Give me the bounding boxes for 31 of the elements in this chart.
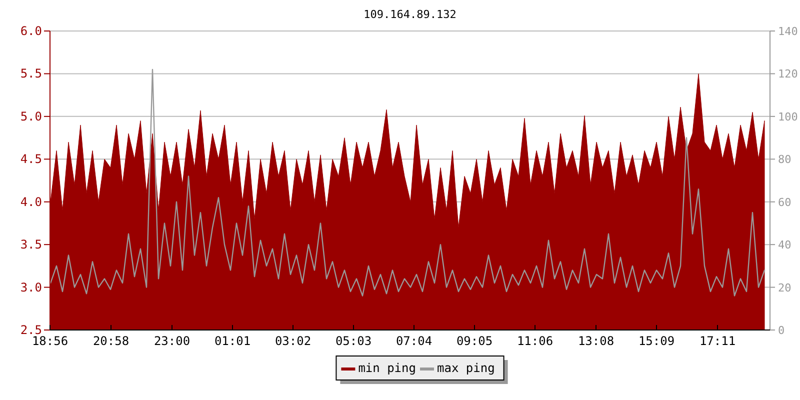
x-tick-label: 20:58 — [92, 334, 130, 348]
y2-tick-label: 80 — [778, 153, 792, 166]
chart-title: 109.164.89.132 — [364, 8, 456, 21]
legend-label: max ping — [437, 361, 495, 375]
y-tick-label: 5.5 — [20, 66, 42, 81]
x-tick-label: 09:05 — [456, 334, 493, 348]
x-tick-label: 03:02 — [274, 334, 312, 348]
y-tick-label: 6.0 — [20, 24, 42, 38]
y2-tick-label: 140 — [778, 25, 798, 38]
y-tick-label: 2.5 — [20, 323, 42, 337]
legend-label: min ping — [358, 361, 416, 375]
x-tick-label: 23:00 — [154, 334, 190, 348]
y2-tick-label: 0 — [778, 324, 785, 337]
y2-tick-label: 20 — [778, 281, 792, 294]
x-tick-label: 01:01 — [214, 334, 251, 348]
x-tick-label: 05:03 — [335, 334, 372, 348]
x-tick-label: 07:04 — [396, 334, 432, 348]
x-tick-label: 11:06 — [516, 334, 554, 348]
y2-tick-label: 120 — [778, 68, 798, 81]
x-tick-label: 13:08 — [578, 334, 614, 348]
y-tick-label: 4.5 — [20, 152, 42, 166]
x-tick-label: 18:56 — [32, 334, 68, 348]
y2-tick-label: 100 — [778, 110, 798, 124]
y-tick-label: 3.5 — [20, 238, 42, 252]
x-tick-label: 17:11 — [699, 334, 736, 348]
x-tick-label: 15:09 — [638, 334, 675, 348]
y-tick-label: 3.0 — [20, 280, 42, 294]
y-tick-label: 5.0 — [20, 109, 42, 124]
y-tick-label: 4.0 — [20, 194, 42, 209]
y2-tick-label: 60 — [778, 196, 792, 209]
y2-tick-label: 40 — [778, 238, 792, 252]
